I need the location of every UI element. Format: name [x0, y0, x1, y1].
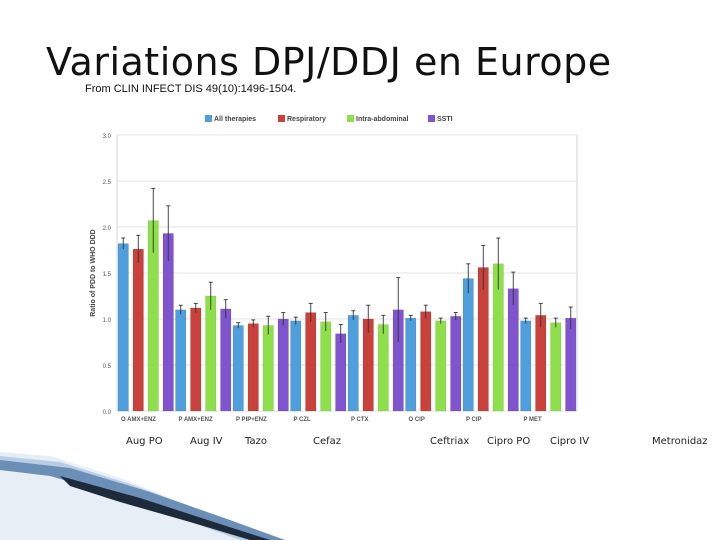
- bar-p-ctx-intra-abdominal: [377, 324, 389, 412]
- drug-label-cefaz: Cefaz: [313, 436, 342, 447]
- bar-p-pip-enz-intra-abdominal: [262, 325, 274, 412]
- y-tick-label: 3.0: [103, 134, 112, 140]
- legend-label-all-therapies: All therapies: [214, 116, 256, 123]
- drug-label-aug-po: Aug PO: [126, 436, 163, 447]
- bar-p-czl-all-therapies: [290, 320, 302, 412]
- bar-p-pip-enz-all-therapies: [232, 325, 244, 412]
- bar-o-cip-respiratory: [420, 311, 432, 412]
- bar-p-met-respiratory: [535, 315, 547, 412]
- x-tick-label-p-met: P MET: [524, 417, 543, 423]
- bar-p-cip-all-therapies: [462, 278, 474, 412]
- source-citation: From CLIN INFECT DIS 49(10):1496-1504.: [85, 83, 297, 95]
- y-tick-label: 0.5: [103, 364, 112, 370]
- bar-p-met-intra-abdominal: [550, 322, 562, 412]
- drug-label-aug-iv: Aug IV: [190, 436, 223, 447]
- bar-p-czl-ssti: [335, 333, 347, 412]
- bar-p-pip-enz-respiratory: [247, 323, 259, 412]
- bar-chart: 0.0 0.5 1.0 1.5 2.0 2.5 3.0 Ratio of PDD to WHO…: [90, 115, 578, 423]
- legend-label-intra-abdominal: Intra-abdominal: [356, 116, 409, 123]
- bar-p-czl-respiratory: [305, 312, 317, 412]
- legend-label-respiratory: Respiratory: [287, 116, 326, 123]
- x-tick-label-p-amx-enz: P AMX+ENZ: [179, 417, 214, 423]
- y-tick-label: 1.5: [103, 272, 112, 278]
- y-tick-label: 2.0: [103, 226, 112, 232]
- legend-swatch-ssti: [428, 115, 435, 122]
- x-tick-label-o-cip: O CIP: [409, 417, 425, 423]
- bar-p-amx-enz-ssti: [220, 308, 232, 412]
- bar-o-amx-enz-respiratory: [132, 248, 144, 412]
- bar-p-czl-intra-abdominal: [320, 321, 332, 412]
- y-axis-label: Ratio of PDD to WHO DDD: [90, 229, 97, 317]
- x-tick-label-p-pip-enz: P PIP+ENZ: [236, 417, 267, 423]
- legend-swatch-all-therapies: [205, 115, 212, 122]
- drug-label-cipro-iv: Cipro IV: [550, 436, 590, 447]
- legend-label-ssti: SSTI: [437, 116, 453, 123]
- legend-swatch-intra-abdominal: [347, 115, 354, 122]
- y-tick-label: 2.5: [103, 180, 112, 186]
- bar-p-amx-enz-respiratory: [190, 307, 202, 412]
- bar-p-amx-enz-all-therapies: [175, 309, 187, 412]
- y-tick-label: 1.0: [103, 318, 112, 324]
- bar-p-ctx-all-therapies: [347, 315, 359, 412]
- drug-label-cipro-po: Cipro PO: [487, 436, 531, 447]
- bar-p-met-all-therapies: [520, 320, 532, 412]
- drug-label-ceftriax: Ceftriax: [430, 436, 470, 447]
- slide-title: Variations DPJ/DDJ en Europe: [46, 40, 612, 84]
- y-tick-label: 0.0: [103, 410, 112, 416]
- bar-o-cip-all-therapies: [405, 317, 417, 412]
- bar-p-amx-enz-intra-abdominal: [205, 295, 217, 412]
- corner-swoosh-decoration: [0, 452, 285, 540]
- x-tick-label-p-cip: P CIP: [466, 417, 482, 423]
- x-tick-label-p-czl: P CZL: [294, 417, 312, 423]
- legend-swatch-respiratory: [278, 115, 285, 122]
- drug-label-tazo: Tazo: [245, 436, 267, 447]
- bar-p-cip-ssti: [507, 288, 519, 412]
- drug-label-metronidaz: Metronidaz: [652, 436, 708, 447]
- x-tick-label-o-amx-enz: O AMX+ENZ: [121, 417, 156, 423]
- x-tick-label-p-ctx: P CTX: [351, 417, 369, 423]
- bar-o-cip-ssti: [450, 315, 462, 412]
- bar-o-amx-enz-all-therapies: [117, 243, 129, 412]
- bar-p-pip-enz-ssti: [277, 318, 289, 412]
- bar-o-cip-intra-abdominal: [435, 320, 447, 412]
- bar-p-met-ssti: [565, 317, 577, 412]
